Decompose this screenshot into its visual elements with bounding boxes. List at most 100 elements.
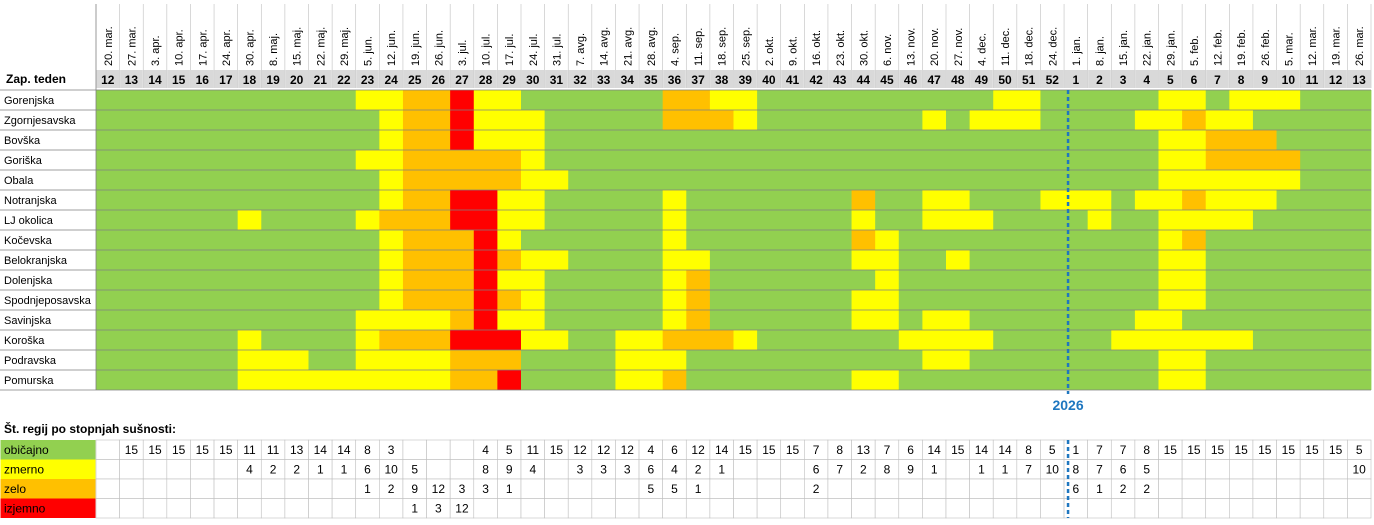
summary-value: 6 — [907, 443, 914, 457]
summary-value: 6 — [1073, 482, 1080, 496]
heat-cell — [426, 130, 451, 150]
heat-cell — [237, 190, 262, 210]
heat-cell — [1229, 310, 1254, 330]
region-label: Dolenjska — [4, 275, 53, 287]
summary-value: 10 — [1046, 463, 1060, 477]
summary-value: 8 — [836, 443, 843, 457]
summary-value: 1 — [1073, 443, 1080, 457]
summary-value: 3 — [482, 482, 489, 496]
heat-cell — [969, 270, 994, 290]
summary-value: 5 — [506, 443, 513, 457]
date-label: 17. jul. — [504, 34, 516, 66]
heat-cell — [875, 170, 900, 190]
heat-cell — [1064, 130, 1089, 150]
week-cell — [261, 70, 285, 88]
summary-value: 15 — [1211, 443, 1225, 457]
heat-cell — [1347, 370, 1372, 390]
heat-cell — [591, 190, 616, 210]
week-cell — [922, 70, 946, 88]
heat-cell — [946, 310, 971, 330]
summary-value: 5 — [1356, 443, 1363, 457]
heat-cell — [332, 230, 357, 250]
week-number: 38 — [715, 73, 729, 87]
summary-value: 15 — [1329, 443, 1343, 457]
heat-cell — [1347, 230, 1372, 250]
region-label: Koroška — [4, 335, 45, 347]
heat-cell — [1064, 290, 1089, 310]
heat-cell — [591, 350, 616, 370]
heat-cell — [473, 90, 498, 110]
heat-cell — [1134, 110, 1159, 130]
summary-value: 5 — [1143, 463, 1150, 477]
heat-cell — [804, 370, 829, 390]
heat-cell — [1016, 310, 1041, 330]
heat-cell — [96, 350, 121, 370]
heat-cell — [1134, 170, 1159, 190]
week-cell — [309, 70, 332, 88]
heat-cell — [709, 310, 734, 330]
heat-cell — [662, 250, 687, 270]
heat-cell — [497, 330, 522, 350]
heat-cell — [450, 230, 475, 250]
heat-cell — [1323, 230, 1348, 250]
summary-cell — [166, 498, 191, 519]
heat-cell — [804, 210, 829, 230]
heat-cell — [1323, 190, 1348, 210]
heat-cell — [355, 130, 380, 150]
heat-cell — [284, 170, 309, 190]
heat-cell — [733, 330, 758, 350]
date-label: 2. okt. — [764, 36, 776, 66]
heat-cell — [827, 270, 852, 290]
summary-value: 8 — [482, 463, 489, 477]
heat-cell — [568, 210, 593, 230]
heat-cell — [568, 250, 593, 270]
heat-cell — [780, 250, 805, 270]
heat-cell — [166, 130, 191, 150]
summary-value: 3 — [435, 502, 442, 516]
heat-cell — [355, 370, 380, 390]
week-number: 27 — [455, 73, 469, 87]
summary-cell — [331, 478, 357, 499]
summary-value: 8 — [884, 463, 891, 477]
heat-cell — [591, 210, 616, 230]
heat-cell — [237, 210, 262, 230]
heat-cell — [214, 270, 239, 290]
summary-cell — [969, 498, 994, 519]
heat-cell — [1064, 310, 1089, 330]
heat-cell — [851, 190, 876, 210]
heat-cell — [639, 370, 664, 390]
heat-cell — [379, 350, 404, 370]
heat-cell — [1111, 230, 1136, 250]
heat-cell — [1016, 90, 1041, 110]
heat-cell — [1347, 150, 1372, 170]
heat-cell — [1040, 190, 1065, 210]
week-row-label: Zap. teden — [6, 72, 66, 86]
heat-cell — [96, 210, 121, 230]
summary-cell — [874, 498, 900, 519]
heat-cell — [591, 230, 616, 250]
heat-cell — [332, 370, 357, 390]
summary-cell — [638, 498, 663, 519]
date-label: 22. jan. — [1142, 30, 1154, 66]
heat-cell — [898, 370, 923, 390]
heat-cell — [261, 270, 286, 290]
date-label: 18. sep. — [717, 27, 729, 66]
heat-cell — [827, 110, 852, 130]
heat-cell — [166, 350, 191, 370]
summary-value: 15 — [739, 443, 753, 457]
summary-cell — [1181, 498, 1207, 519]
summary-title: Št. regij po stopnjah sušnosti: — [4, 421, 176, 436]
heat-cell — [922, 190, 947, 210]
heat-cell — [969, 370, 994, 390]
heat-cell — [615, 110, 640, 130]
summary-cell — [284, 478, 309, 499]
summary-value: 15 — [125, 443, 139, 457]
summary-cell — [1252, 459, 1277, 480]
heat-cell — [568, 170, 593, 190]
heat-cell — [261, 230, 286, 250]
heat-cell — [662, 310, 687, 330]
summary-cell — [95, 459, 120, 480]
week-cell — [356, 70, 379, 88]
date-label: 21. avg. — [622, 27, 634, 66]
heat-cell — [591, 110, 616, 130]
